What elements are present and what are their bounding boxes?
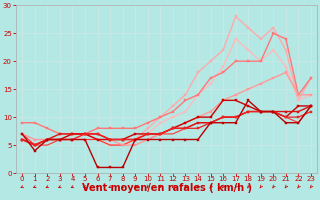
X-axis label: Vent moyen/en rafales ( km/h ): Vent moyen/en rafales ( km/h ) xyxy=(82,183,252,193)
